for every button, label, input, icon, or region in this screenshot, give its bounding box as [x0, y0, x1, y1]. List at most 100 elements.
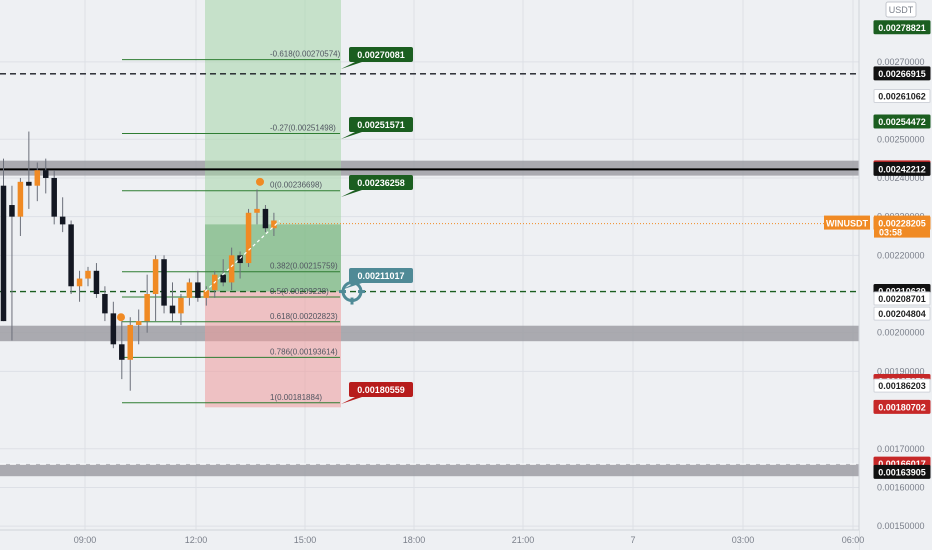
price-tag-text: 0.00204804 — [878, 309, 926, 319]
price-callout-text: 0.00211017 — [357, 271, 404, 281]
candle-body — [237, 255, 243, 264]
candle-body — [110, 313, 117, 345]
price-axis-label: 0.00250000 — [877, 134, 925, 144]
price-tag-text: 0.00266915 — [878, 69, 926, 79]
price-tag-text: 0.00278821 — [878, 23, 926, 33]
price-axis-label: 0.00270000 — [877, 57, 925, 67]
fib-paren: ) — [319, 393, 322, 402]
fib-ratio: -0.618 — [270, 50, 293, 59]
fib-price: 0.00202823 — [293, 312, 336, 321]
swing-high-marker — [256, 177, 264, 186]
price-axis-label: 0.00190000 — [877, 366, 925, 376]
long-position-tool[interactable] — [205, 0, 341, 408]
fib-paren: ) — [319, 181, 322, 190]
fib-ratio: 0 — [270, 181, 275, 190]
fib-price: 0.00193614 — [293, 347, 336, 356]
currency-label: USDT — [889, 5, 914, 15]
candle-body — [51, 177, 57, 217]
time-axis-label: 7 — [630, 535, 635, 545]
fib-ratio: -0.27 — [270, 123, 289, 132]
horizontal-levels[interactable] — [0, 73, 859, 465]
price-callout-text: 0.00270081 — [357, 50, 405, 60]
fib-paren: ) — [335, 347, 338, 356]
price-callout — [349, 268, 413, 283]
fib-paren: ) — [338, 50, 341, 59]
price-tag-text: 0.00208701 — [878, 294, 926, 304]
fib-price: 0.00251498 — [291, 123, 334, 132]
price-callout — [349, 175, 413, 190]
last-price-tag — [874, 215, 930, 238]
price-callout — [349, 382, 413, 397]
price-tag — [873, 161, 931, 176]
candles — [0, 131, 277, 391]
price-tag — [873, 464, 931, 479]
fib-paren: ) — [326, 287, 329, 296]
callout-pointer — [341, 61, 365, 69]
price-tag — [873, 399, 931, 414]
fib-retracement[interactable]: -0.618(0.00270574)-0.27(0.00251498)0(0.0… — [122, 50, 341, 404]
candle-body — [161, 259, 167, 306]
fib-paren: ( — [290, 347, 293, 356]
price-tag-text: 0.00180702 — [878, 402, 926, 412]
price-axis-label: 0.00160000 — [877, 482, 925, 492]
price-tag-text: 0.00254472 — [878, 117, 926, 127]
time-axis-bg — [0, 530, 859, 550]
candle-body — [0, 185, 7, 322]
callout-pointer — [341, 396, 365, 404]
fib-price: 0.00270574 — [295, 50, 338, 59]
time-axis[interactable]: 09:00 12:00 15:00 18:00 21:00 7 03:00 06:00 — [0, 529, 864, 550]
position-active-zone — [205, 224, 341, 292]
fib-level-label: 1(0.00181884) — [270, 393, 322, 402]
candle-body — [245, 212, 252, 264]
price-tag — [873, 88, 931, 103]
candle-body — [43, 170, 49, 178]
price-axis-label: 0.00150000 — [877, 521, 925, 531]
price-callout — [349, 117, 413, 132]
price-tag — [873, 114, 931, 129]
sr-zone — [0, 464, 859, 477]
candle-body — [186, 282, 193, 298]
candle-body — [102, 294, 108, 314]
position-loss-zone[interactable] — [205, 291, 341, 408]
time-axis-label: 12:00 — [185, 535, 208, 545]
candle-body — [68, 224, 74, 287]
time-axis-label: 09:00 — [74, 535, 97, 545]
candle-body — [254, 208, 260, 213]
fib-paren: ( — [290, 312, 293, 321]
time-axis-label: 21:00 — [512, 535, 535, 545]
fib-level-label: 0.382(0.00215759) — [270, 262, 338, 271]
price-callout — [349, 47, 413, 62]
fib-level-label: 0(0.00236698) — [270, 181, 322, 190]
price-tag — [873, 66, 931, 81]
candle-body — [220, 274, 226, 283]
candle-body — [9, 205, 15, 217]
fib-paren: ) — [333, 123, 336, 132]
currency-button[interactable] — [885, 1, 917, 18]
candle-body — [76, 278, 83, 287]
fib-paren: ( — [274, 393, 277, 402]
callout-pointer — [341, 282, 365, 290]
callout-pointer — [341, 131, 365, 139]
fib-price: 0.00236698 — [277, 181, 320, 190]
price-axis-label: 0.00200000 — [877, 328, 925, 338]
fib-level-label: 0.618(0.00202823) — [270, 312, 338, 321]
overlay-marks — [117, 177, 365, 322]
candle-body — [119, 344, 125, 360]
fib-ratio: 0.786 — [270, 347, 291, 356]
price-tag-text: 0.00261062 — [878, 91, 926, 101]
price-tag-text: 0.00186203 — [878, 381, 926, 391]
sr-zone — [0, 160, 859, 176]
fib-price: 0.00209228 — [284, 287, 327, 296]
price-tag — [873, 378, 931, 393]
candle-body — [135, 321, 142, 325]
time-axis-label: 18:00 — [403, 535, 426, 545]
fib-level-label: -0.618(0.00270574) — [270, 50, 341, 59]
price-axis[interactable]: USDT 0.002700000.002500000.002400000.002… — [824, 0, 932, 550]
callout-pointer — [341, 189, 365, 197]
candle-body — [203, 290, 210, 298]
fib-paren: ( — [293, 50, 296, 59]
candle-body — [85, 270, 91, 279]
candle-body — [178, 297, 184, 314]
fib-ratio: 0.618 — [270, 312, 291, 321]
